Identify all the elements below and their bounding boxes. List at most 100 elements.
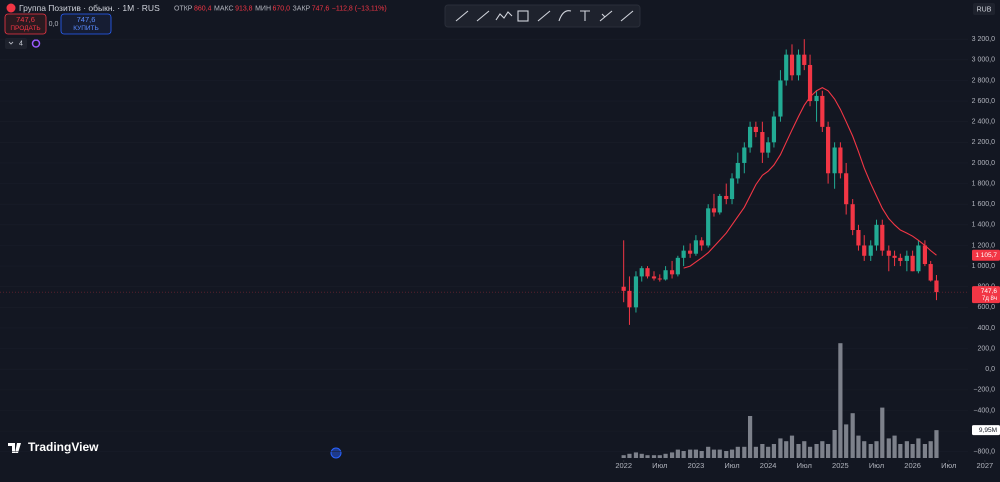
tool-arrow[interactable] [537, 10, 551, 22]
tool-rectangle[interactable] [517, 10, 529, 22]
volume-label: 9,95M [979, 427, 997, 434]
indicator-icon[interactable] [31, 39, 41, 48]
volume-bar [916, 438, 921, 458]
candle-body [868, 245, 873, 256]
volume-bar [886, 438, 891, 458]
indicators-toggle[interactable] [5, 38, 27, 49]
candle-body [651, 276, 657, 279]
volume-bar [922, 444, 928, 458]
volume-bar [627, 453, 632, 458]
volume-bar [826, 444, 831, 458]
candle-body [886, 250, 891, 256]
volume-bar [880, 407, 885, 458]
y-tick-label: 0,0 [985, 366, 995, 373]
x-tick-label: 2027 [977, 461, 994, 470]
brand-name: TradingView [28, 440, 99, 454]
volume-bar [796, 444, 801, 458]
volume-bar [753, 446, 758, 458]
y-tick-label: 200,0 [977, 345, 995, 352]
volume-bar [784, 441, 789, 458]
x-tick-label: Июл [797, 461, 812, 470]
volume-bar [898, 444, 903, 458]
x-tick-label: 2023 [688, 461, 705, 470]
buy-price: 747,6 [77, 15, 96, 24]
tool-curve[interactable] [558, 10, 572, 22]
y-tick-label: 2 000,0 [972, 160, 995, 167]
volume-bar [693, 449, 699, 458]
ohlc-label: ЗАКР [293, 5, 311, 12]
sell-price: 747,6 [16, 15, 35, 24]
candle-body [663, 270, 668, 280]
countdown: 7д 8ч [982, 296, 997, 302]
tool-text[interactable] [580, 10, 590, 21]
volume-bar [868, 444, 873, 458]
volume-bar [747, 416, 753, 458]
volume-bar [688, 449, 693, 458]
candle-body [922, 245, 928, 265]
candle-body [742, 147, 747, 163]
volume-bar [706, 446, 711, 458]
candle-body [657, 278, 662, 280]
candle-body [838, 147, 843, 174]
last-price-label: 747,6 [981, 288, 998, 295]
ohlc-value: 747,6 [312, 5, 330, 12]
y-tick-label: −400,0 [973, 407, 995, 414]
volume-bar [892, 435, 897, 458]
indicators-count: 4 [19, 40, 23, 47]
volume-bar [904, 441, 909, 458]
volume-bar [928, 441, 933, 458]
x-tick-label: 2024 [760, 461, 777, 470]
events-marker[interactable] [330, 447, 342, 459]
candle-body [760, 132, 765, 153]
candle-body [826, 126, 831, 174]
candle-body [796, 54, 801, 76]
volume-bar [856, 435, 861, 458]
candle-body [862, 245, 867, 256]
ohlc-value: 860,4 [194, 5, 212, 12]
candle-body [735, 162, 740, 179]
y-tick-label: 600,0 [977, 304, 995, 311]
symbol-title[interactable]: Группа Позитив · обыкн. · 1М · RUS [19, 3, 160, 13]
tool-trend-line[interactable] [455, 10, 469, 22]
volume-bar [645, 455, 650, 458]
tool-ray[interactable] [476, 10, 490, 22]
y-tick-label: 3 000,0 [972, 57, 995, 64]
candle-body [771, 116, 777, 143]
y-tick-label: −200,0 [973, 387, 995, 394]
volume-bar [633, 452, 639, 458]
volume-bar [874, 441, 879, 458]
candle-body [688, 250, 693, 254]
y-tick-label: 3 200,0 [972, 36, 995, 43]
ohlc-change: −112,8 (−13,11%) [332, 5, 387, 12]
volume-bar [832, 430, 837, 458]
candle-body [717, 195, 722, 213]
sell-button[interactable] [4, 13, 47, 35]
volume-bar [663, 453, 668, 458]
currency-box[interactable] [973, 3, 995, 15]
candle-body [916, 245, 921, 272]
candle-body [898, 257, 903, 261]
volume-bar [807, 446, 813, 458]
sell-label: ПРОДАТЬ [10, 25, 40, 32]
candle-body [699, 240, 704, 246]
ohlc-value: 913,8 [235, 5, 253, 12]
y-tick-label: 2 200,0 [972, 139, 995, 146]
spread: 0,0 [49, 21, 59, 28]
volume-bar [820, 441, 825, 458]
y-tick-label: 1 800,0 [972, 180, 995, 187]
candle-body [880, 224, 885, 251]
volume-bar [789, 435, 795, 458]
ohlc-legend: ОТКР 860,4 МАКС 913,8 МИН 670,0 ЗАКР 747,6 −112,… [174, 5, 387, 12]
drawing-toolbar [444, 4, 641, 28]
volume-bar [862, 441, 867, 458]
tool-path[interactable] [495, 11, 513, 21]
tool-brush[interactable] [620, 10, 634, 22]
tool-measure[interactable] [599, 10, 613, 22]
x-tick-label: Июл [724, 461, 739, 470]
ohlc-label: МАКС [214, 5, 234, 12]
buy-button[interactable] [60, 13, 112, 35]
candle-body [784, 54, 789, 81]
candle-body [814, 95, 819, 102]
